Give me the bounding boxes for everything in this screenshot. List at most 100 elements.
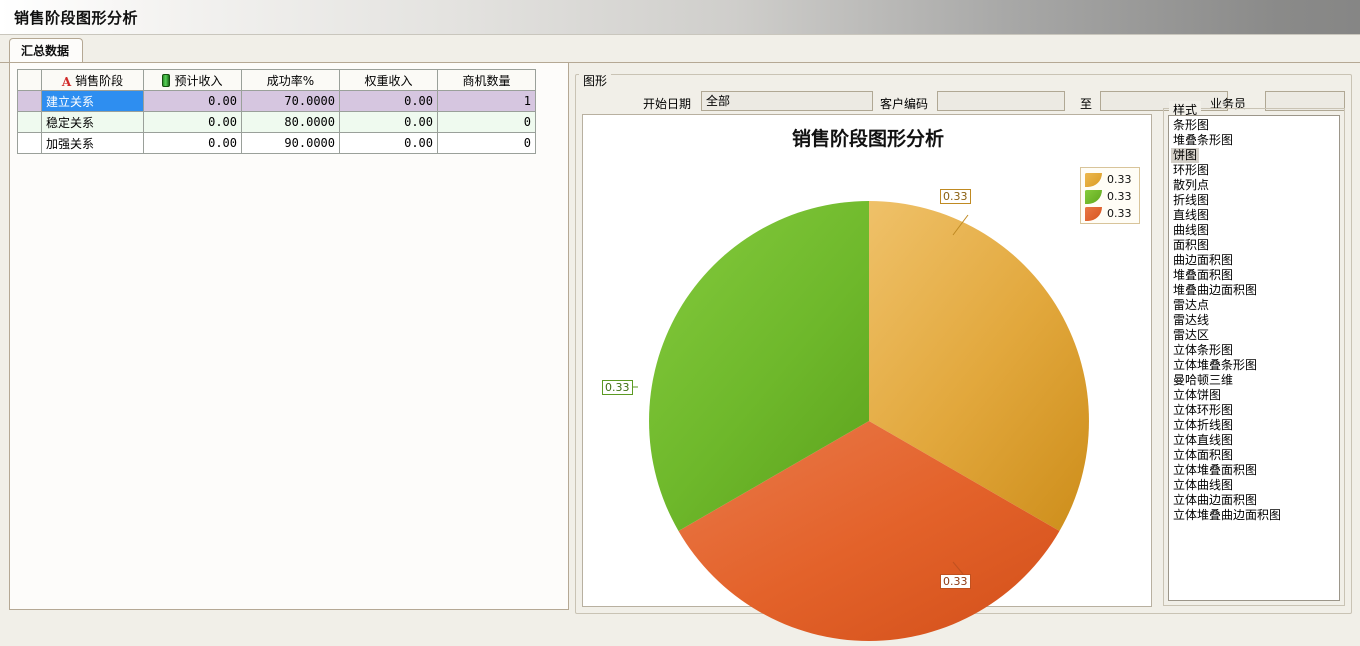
cell-stage[interactable]: 稳定关系 [41, 111, 144, 133]
row-marker-cell[interactable] [17, 132, 42, 154]
style-list-item[interactable]: 散列点 [1173, 178, 1210, 192]
legend-swatch-red-icon [1085, 206, 1102, 221]
style-groupbox: 样式 条形图 堆叠条形图 饼图 环形图 散列点 折线图 直线图 曲线图 面积图 曲边面积图 堆叠面积… [1163, 101, 1345, 606]
cell-count[interactable]: 0 [437, 111, 536, 133]
row-marker-cell[interactable] [17, 111, 42, 133]
table-row[interactable]: 稳定关系 0.00 80.0000 0.00 0 [17, 111, 536, 133]
column-header-expected-label: 预计收入 [174, 73, 223, 88]
style-list-item[interactable]: 立体直线图 [1173, 433, 1234, 447]
cell-stage[interactable]: 建立关系 [41, 90, 144, 112]
legend-swatch-green-icon [1085, 189, 1102, 204]
style-list-item[interactable]: 面积图 [1173, 238, 1210, 252]
style-list-item[interactable]: 立体折线图 [1173, 418, 1234, 432]
cell-count[interactable]: 0 [437, 132, 536, 154]
cell-expected[interactable]: 0.00 [143, 111, 242, 133]
cell-rate[interactable]: 70.0000 [241, 90, 340, 112]
graph-pane: 图形 开始日期 全部 客户编码 至 业务员 销售阶段图形分析 [575, 68, 1352, 641]
style-list-item[interactable]: 折线图 [1173, 193, 1210, 207]
filter-bar: 开始日期 全部 客户编码 至 业务员 [575, 90, 1352, 116]
cell-expected[interactable]: 0.00 [143, 132, 242, 154]
style-list-item[interactable]: 立体条形图 [1173, 343, 1234, 357]
chart-title: 销售阶段图形分析 [791, 128, 944, 150]
legend-item[interactable]: 0.33 [1085, 205, 1135, 222]
style-list-item[interactable]: 雷达区 [1173, 328, 1210, 342]
label-to: 至 [1080, 97, 1093, 111]
pie-label-3: 0.33 [940, 574, 971, 589]
window-titlebar: 销售阶段图形分析 [0, 0, 1360, 35]
sales-stage-table: A 销售阶段 预计收入 成功率% 权重收入 商机数量 [17, 69, 536, 154]
style-list-item[interactable]: 雷达点 [1173, 298, 1210, 312]
style-list-item[interactable]: 堆叠条形图 [1173, 133, 1234, 147]
label-customer-code: 客户编码 [880, 97, 929, 111]
cell-expected[interactable]: 0.00 [143, 90, 242, 112]
column-header-expected[interactable]: 预计收入 [143, 69, 242, 91]
column-header-stage-label: 销售阶段 [75, 73, 124, 88]
pie-slice-2[interactable] [649, 201, 869, 531]
pie-label-2: 0.33 [602, 380, 633, 395]
cell-stage[interactable]: 加强关系 [41, 132, 144, 154]
cell-weighted[interactable]: 0.00 [339, 132, 438, 154]
table-header-row: A 销售阶段 预计收入 成功率% 权重收入 商机数量 [17, 69, 536, 91]
column-header-rowmarker[interactable] [17, 69, 42, 91]
sort-asc-a-icon: A [61, 74, 72, 89]
table-row[interactable]: 建立关系 0.00 70.0000 0.00 1 [17, 90, 536, 112]
style-list-item[interactable]: 曲线图 [1173, 223, 1210, 237]
style-list-item[interactable]: 立体环形图 [1173, 403, 1234, 417]
column-header-weighted[interactable]: 权重收入 [339, 69, 438, 91]
style-list-item[interactable]: 环形图 [1173, 163, 1210, 177]
style-list-item[interactable]: 曼哈顿三维 [1173, 373, 1234, 387]
style-list-item[interactable]: 堆叠曲边面积图 [1173, 283, 1258, 297]
start-date-input[interactable]: 全部 [701, 91, 873, 111]
style-list-item[interactable]: 立体堆叠条形图 [1173, 358, 1258, 372]
chart-legend: 0.33 0.33 0.33 [1080, 167, 1140, 224]
cell-weighted[interactable]: 0.00 [339, 111, 438, 133]
style-list-item[interactable]: 雷达线 [1173, 313, 1210, 327]
data-grid-container: A 销售阶段 预计收入 成功率% 权重收入 商机数量 [17, 69, 538, 154]
label-salesperson: 业务员 [1210, 97, 1247, 111]
cell-weighted[interactable]: 0.00 [339, 90, 438, 112]
page-title: 销售阶段图形分析 [14, 9, 139, 27]
customer-code-input[interactable] [937, 91, 1065, 111]
column-header-stage[interactable]: A 销售阶段 [41, 69, 144, 91]
style-list-item[interactable]: 直线图 [1173, 208, 1210, 222]
style-list-item[interactable]: 饼图 [1171, 148, 1200, 163]
style-list-item[interactable]: 立体曲边面积图 [1173, 493, 1258, 507]
summary-data-pane: A 销售阶段 预计收入 成功率% 权重收入 商机数量 [9, 63, 569, 610]
style-list-item[interactable]: 立体曲线图 [1173, 478, 1234, 492]
chart-canvas: 销售阶段图形分析 [582, 114, 1152, 641]
cell-rate[interactable]: 80.0000 [241, 111, 340, 133]
tab-summary-data[interactable]: 汇总数据 [9, 38, 84, 62]
column-header-rate[interactable]: 成功率% [241, 69, 340, 91]
style-list-item[interactable]: 立体面积图 [1173, 448, 1234, 462]
salesperson-input[interactable] [1265, 91, 1345, 111]
pie-leader-lines [613, 214, 969, 581]
style-groupbox-caption: 样式 [1169, 101, 1202, 118]
legend-item[interactable]: 0.33 [1085, 171, 1135, 188]
pie-label-1: 0.33 [940, 189, 971, 204]
style-list-item[interactable]: 堆叠面积图 [1173, 268, 1234, 282]
legend-swatch-orange-icon [1085, 172, 1102, 187]
row-marker-cell[interactable] [17, 90, 42, 112]
pie-slice-1[interactable] [869, 201, 1089, 531]
legend-label: 0.33 [1107, 190, 1132, 203]
column-header-count[interactable]: 商机数量 [437, 69, 536, 91]
legend-label: 0.33 [1107, 173, 1132, 186]
legend-label: 0.33 [1107, 207, 1132, 220]
column-header-weighted-label: 权重收入 [364, 73, 413, 88]
style-list-item[interactable]: 曲边面积图 [1173, 253, 1234, 267]
legend-item[interactable]: 0.33 [1085, 188, 1135, 205]
tab-underline [0, 62, 1360, 63]
cell-count[interactable]: 1 [437, 90, 536, 112]
style-listbox[interactable]: 条形图 堆叠条形图 饼图 环形图 散列点 折线图 直线图 曲线图 面积图 曲边面积图 堆叠面积图 堆叠… [1168, 115, 1340, 601]
column-header-count-label: 商机数量 [462, 73, 511, 88]
tab-strip: 汇总数据 [0, 35, 1360, 63]
table-row[interactable]: 加强关系 0.00 90.0000 0.00 0 [17, 132, 536, 154]
cell-rate[interactable]: 90.0000 [241, 132, 340, 154]
style-list-item[interactable]: 立体堆叠曲边面积图 [1173, 508, 1282, 522]
column-header-rate-label: 成功率% [266, 73, 315, 88]
style-list-item[interactable]: 立体堆叠面积图 [1173, 463, 1258, 477]
label-start-date: 开始日期 [643, 97, 692, 111]
style-list-item[interactable]: 条形图 [1173, 118, 1210, 132]
style-list-item[interactable]: 立体饼图 [1173, 388, 1222, 402]
